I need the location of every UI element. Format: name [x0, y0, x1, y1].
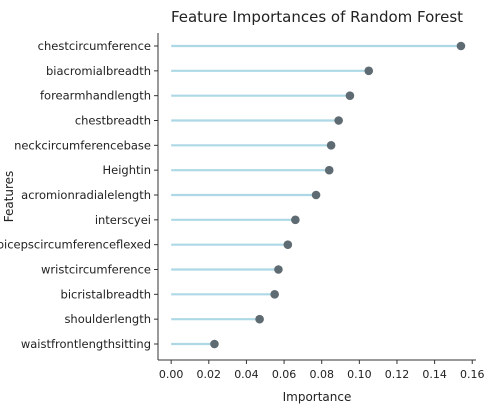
- y-tick-label: wristcircumference: [41, 263, 151, 277]
- x-tick-label: 0.04: [234, 368, 259, 381]
- y-tick-label: shoulderlength: [64, 312, 151, 326]
- y-tick-label: forearmhandlength: [40, 89, 151, 103]
- y-tick-label: neckcircumferencebase: [14, 138, 151, 152]
- y-tick-label: chestcircumference: [38, 39, 151, 53]
- data-point: [324, 165, 334, 175]
- plot-area: 0.00 0.02 0.04 0.06 0.08 0.10 0.12 0.14 0.16 ches…: [0, 33, 484, 381]
- y-tick-label: chestbreadth: [75, 114, 151, 128]
- x-tick-label: 0.00: [159, 368, 184, 381]
- x-tick-label: 0.08: [309, 368, 334, 381]
- data-point: [334, 116, 343, 125]
- x-tick-label: 0.10: [347, 368, 372, 381]
- chart-title: Feature Importances of Random Forest: [171, 8, 463, 26]
- y-tick-label: bicepscircumferenceflexed: [0, 238, 151, 252]
- y-axis-title: Features: [2, 171, 16, 223]
- y-tick-label: waistfrontlengthsitting: [21, 337, 151, 351]
- data-point: [255, 314, 264, 324]
- x-tick-label: 0.02: [197, 368, 222, 381]
- y-tick-label: Heightin: [103, 163, 152, 177]
- x-tick-label: 0.12: [385, 368, 410, 381]
- y-tick-label: bicristalbreadth: [61, 287, 151, 301]
- data-point: [291, 215, 300, 225]
- x-tick-label: 0.16: [460, 368, 485, 381]
- data-point: [274, 265, 283, 274]
- y-tick-label: acromionradialelength: [21, 188, 151, 202]
- data-point: [210, 339, 219, 349]
- data-point: [326, 141, 336, 150]
- data-point: [283, 240, 293, 249]
- data-point: [456, 41, 466, 51]
- data-point: [270, 290, 279, 299]
- y-tick-label: interscyei: [95, 213, 151, 227]
- x-tick-label: 0.14: [422, 368, 447, 381]
- data-point: [345, 91, 355, 100]
- data-point: [364, 66, 374, 76]
- data-point: [311, 190, 321, 200]
- x-tick-label: 0.06: [272, 368, 297, 381]
- y-tick-label: biacromialbreadth: [46, 64, 151, 78]
- x-axis-title: Importance: [283, 390, 352, 404]
